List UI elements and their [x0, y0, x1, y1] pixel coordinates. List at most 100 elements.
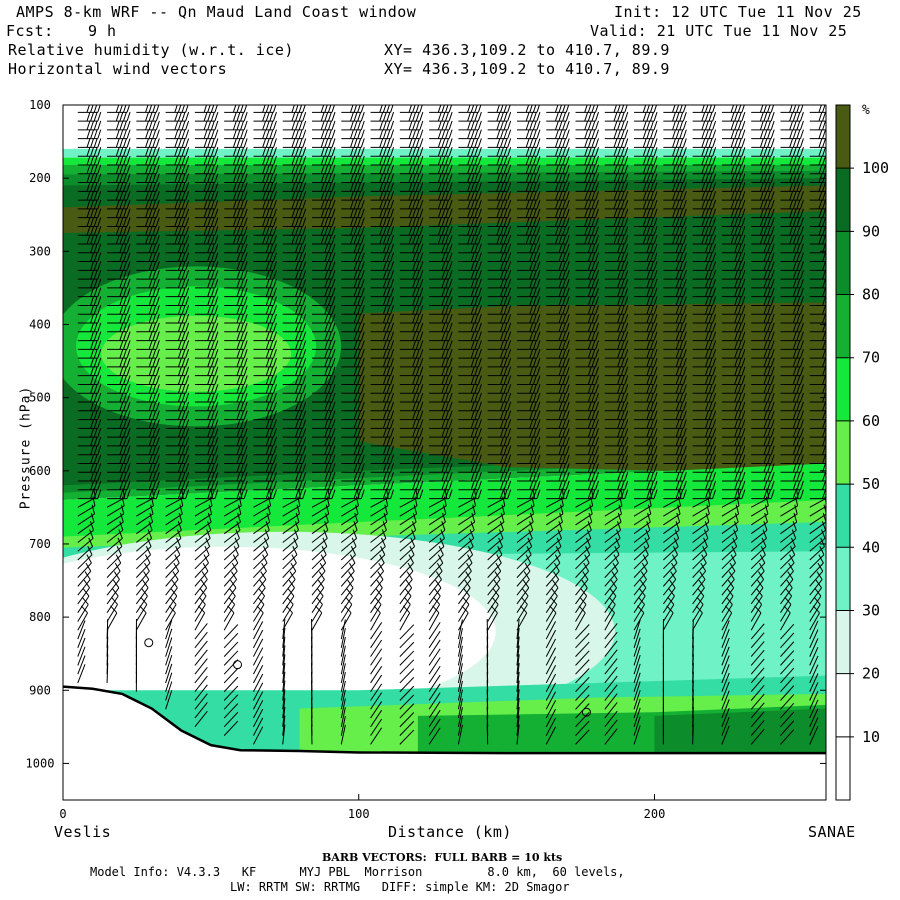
wind-barb [165, 208, 190, 219]
wind-barb [253, 305, 277, 315]
wind-barb-flag [236, 190, 241, 201]
wind-barb-flag [320, 208, 325, 218]
wind-barb-flag [591, 164, 596, 174]
wind-barb-flag [419, 129, 424, 139]
wind-barb [634, 243, 658, 254]
wind-barb [282, 217, 307, 227]
wind-barb-flag [148, 243, 153, 253]
wind-barb-flag [415, 138, 420, 148]
wind-barb-flag [152, 234, 157, 245]
wind-barb-flag [708, 190, 713, 201]
wind-barb-flag [262, 226, 267, 236]
wind-barb-flag [675, 261, 680, 271]
wind-barb-flag [90, 340, 95, 350]
wind-barb-flag [97, 234, 102, 245]
wind-barb-flag [500, 331, 504, 341]
wind-barb-flag [265, 322, 270, 332]
wind-barb-flag [448, 243, 453, 253]
wind-barb-flag [825, 277, 826, 280]
wind-barb-flag [177, 199, 182, 210]
wind-barb-flag [177, 129, 182, 139]
wind-barb-flag [350, 226, 354, 236]
wind-barb [458, 199, 482, 210]
wind-barb [399, 208, 424, 219]
wind-barb-flag [737, 296, 742, 306]
wind-barb-flag [408, 129, 413, 139]
wind-barb-flag [86, 173, 91, 183]
wind-barb-flag [115, 208, 120, 218]
wind-barb-flag [441, 234, 446, 245]
wind-barb-flag [822, 182, 826, 192]
wind-barb-flag [558, 296, 563, 306]
wind-barb-flag [679, 243, 684, 253]
wind-barb [77, 226, 102, 236]
wind-barb-flag [185, 340, 190, 350]
init-time: Init: 12 UTC Tue 11 Nov 25 [614, 3, 862, 21]
wind-barb-flag [825, 181, 826, 183]
wind-barb-flag [350, 208, 354, 218]
wind-barb-flag [353, 234, 358, 245]
wind-barb-flag [437, 120, 442, 131]
wind-barb-flag [558, 105, 562, 113]
wind-barb-flag [390, 234, 395, 245]
wind-barb-flag [532, 331, 537, 341]
wind-barb-flag [320, 155, 325, 166]
wind-barb-flag [155, 138, 160, 148]
wind-barb-flag [529, 155, 534, 166]
wind-barb [282, 226, 307, 236]
wind-barb [224, 199, 248, 210]
wind-barb [253, 331, 277, 342]
wind-barb-flag [704, 296, 709, 306]
wind-barb-flag [789, 217, 794, 227]
wind-barb-flag [708, 120, 713, 131]
wind-barb-flag [126, 164, 131, 174]
wind-barb [487, 190, 512, 201]
wind-barb-flag [232, 208, 237, 218]
wind-barb [546, 155, 570, 166]
wind-barb [253, 234, 277, 245]
wind-barb-flag [587, 296, 592, 306]
wind-barb-flag [203, 120, 208, 131]
wind-barb [429, 105, 453, 113]
wind-barb-flag [477, 208, 482, 218]
wind-barb-flag [272, 217, 277, 227]
wind-barb-flag [477, 217, 482, 227]
wind-barb-flag [770, 147, 775, 157]
wind-barb [575, 331, 599, 342]
wind-barb-flag [708, 287, 713, 297]
wind-barb-flag [448, 164, 453, 174]
wind-barb-flag [357, 322, 362, 332]
wind-barb-flag [269, 269, 274, 280]
wind-barb-flag [302, 296, 307, 306]
wind-barb [253, 269, 277, 280]
wind-barb-flag [177, 182, 182, 192]
wind-barb [634, 296, 658, 306]
wind-barb [692, 296, 717, 306]
wind-barb-flag [587, 269, 592, 280]
wind-barb-flag [799, 234, 804, 245]
wind-barb-flag [207, 105, 211, 113]
wind-barb-flag [536, 278, 541, 289]
wind-barb [809, 147, 826, 157]
wind-barb-flag [240, 120, 245, 131]
wind-barb-flag [126, 331, 131, 341]
wind-barb-flag [792, 129, 797, 139]
wind-barb-flag [675, 305, 680, 315]
wind-barb-flag [97, 261, 102, 271]
wind-barb [165, 155, 190, 166]
wind-barb [341, 322, 365, 333]
wind-barb [575, 243, 599, 254]
wind-barb-flag [272, 313, 277, 324]
wind-barb-flag [763, 226, 768, 236]
wind-barb-flag [360, 243, 365, 253]
wind-barb [282, 287, 307, 298]
wind-barb [107, 190, 131, 201]
wind-barb [458, 105, 482, 113]
wind-barb-flag [232, 234, 237, 245]
wind-barb-flag [360, 164, 365, 174]
wind-barb-flag [529, 313, 534, 324]
wind-barb-flag [825, 234, 826, 236]
wind-barb-flag [500, 217, 504, 227]
wind-barb-flag [646, 331, 651, 341]
wind-barb [809, 199, 826, 210]
